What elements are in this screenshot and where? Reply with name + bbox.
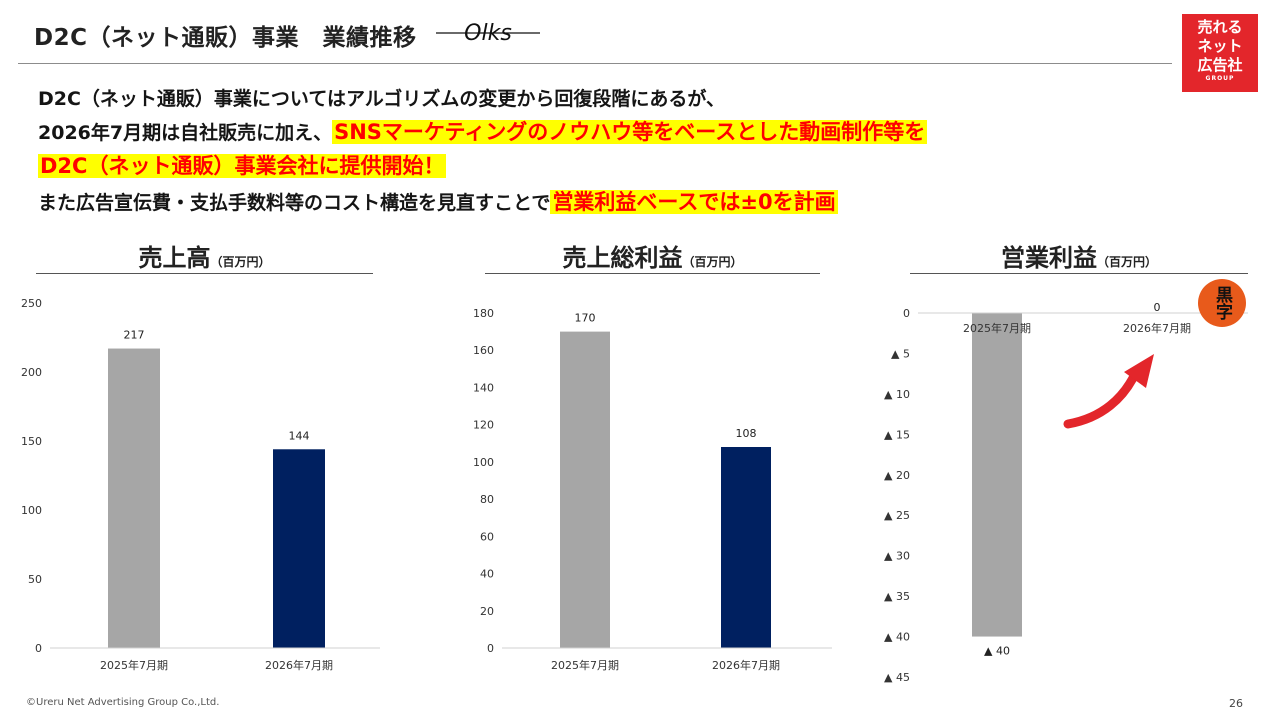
summary-line-1: D2C（ネット通販）事業についてはアルゴリズムの変更から回復段階にあるが、 [38, 88, 726, 110]
brand-badge-line-3: 広告社 [1197, 56, 1243, 74]
y-tick-label: 150 [21, 435, 42, 448]
y-tick-label: ▲ 15 [884, 428, 910, 441]
title-divider [18, 63, 1172, 64]
section-title-gross-profit-unit: （百万円） [682, 255, 743, 269]
y-tick-label: 160 [473, 344, 494, 357]
bar-2025 [560, 331, 610, 648]
y-tick-label: ▲ 40 [884, 631, 910, 644]
section-title-gross-profit-label: 売上総利益 [562, 244, 683, 272]
y-tick-label: ▲ 35 [884, 590, 910, 603]
y-tick-label: 0 [903, 307, 910, 320]
footer-copyright: ©Ureru Net Advertising Group Co.,Ltd. [26, 697, 220, 708]
data-label: ▲ 40 [984, 645, 1010, 658]
y-tick-label: 250 [21, 297, 42, 310]
kuroji-stamp-text: 黒字 [1212, 286, 1232, 320]
data-label: 108 [736, 427, 757, 440]
y-tick-label: 0 [487, 642, 494, 655]
category-label: 2025年7月期 [100, 658, 168, 672]
operating-profit-bar-chart: 0 ▲ 5 ▲ 10 ▲ 15 ▲ 20 ▲ 25 ▲ 30 ▲ 35 ▲ 40 ▲ 45 ▲ 40… [884, 301, 1248, 684]
upward-arrow-icon [1063, 354, 1154, 429]
y-tick-label: 60 [480, 530, 494, 543]
page-title: D2C（ネット通販）事業 業績推移 [34, 25, 417, 51]
kuroji-stamp: 黒字 [1198, 279, 1246, 327]
y-tick-label: ▲ 10 [884, 388, 910, 401]
y-tick-label: 180 [473, 307, 494, 320]
summary-line-2-prefix: 2026年7月期は自社販売に加え、 [38, 122, 333, 144]
y-tick-label: ▲ 25 [884, 509, 910, 522]
summary-line-4: また広告宣伝費・支払手数料等のコスト構造を見直すことで営業利益ベースでは±0を計… [38, 186, 838, 216]
bar-2026 [721, 447, 771, 648]
summary-box: D2C（ネット通販）事業についてはアルゴリズムの変更から回復段階にあるが、 20… [12, 70, 1175, 218]
brand-badge-line-4: GROUP [1205, 75, 1235, 82]
summary-line-2-highlight: SNSマーケティングのノウハウ等をベースとした動画制作等を [332, 120, 928, 144]
y-tick-label: 20 [480, 605, 494, 618]
bar-2025 [108, 348, 160, 648]
section-title-operating-profit: 営業利益（百万円） [910, 238, 1248, 273]
section-title-operating-profit-label: 営業利益 [1000, 244, 1097, 272]
y-tick-label: 100 [473, 456, 494, 469]
data-label: 217 [124, 329, 145, 342]
section-title-sales-unit: （百万円） [210, 255, 271, 269]
sales-bar-chart: 0 50 100 150 200 250 217 2025年7月期 144 2026年7月期 [21, 297, 380, 672]
summary-line-4-prefix: また広告宣伝費・支払手数料等のコスト構造を見直すことで [38, 192, 551, 214]
y-tick-label: 40 [480, 568, 494, 581]
brand-badge-line-2: ネット [1197, 37, 1243, 55]
data-label: 0 [1154, 301, 1161, 314]
y-tick-label: ▲ 30 [884, 550, 910, 563]
y-tick-label: 120 [473, 419, 494, 432]
section-rule-operating-profit [910, 273, 1248, 274]
olks-logo: Olks [436, 21, 540, 46]
y-tick-label: ▲ 45 [884, 671, 910, 684]
section-title-operating-profit-unit: （百万円） [1096, 255, 1157, 269]
y-tick-label: 140 [473, 381, 494, 394]
section-title-sales-label: 売上高 [138, 244, 211, 272]
section-title-gross-profit: 売上総利益（百万円） [485, 238, 820, 273]
y-tick-label: 0 [35, 642, 42, 655]
bar-2026 [273, 449, 325, 648]
category-label: 2025年7月期 [963, 321, 1031, 335]
section-title-sales: 売上高（百万円） [36, 238, 373, 273]
summary-line-3-highlight: D2C（ネット通販）事業会社に提供開始！ [38, 154, 447, 178]
category-label: 2026年7月期 [265, 658, 333, 672]
section-rule-gross-profit [485, 273, 820, 274]
summary-line-4-highlight: 営業利益ベースでは±0を計画 [550, 190, 838, 214]
summary-line-2: 2026年7月期は自社販売に加え、SNSマーケティングのノウハウ等をベースとした… [38, 116, 928, 146]
brand-badge-line-1: 売れる [1197, 18, 1243, 36]
y-tick-label: 100 [21, 504, 42, 517]
data-label: 170 [575, 312, 596, 325]
category-label: 2026年7月期 [712, 658, 780, 672]
summary-line-3: D2C（ネット通販）事業会社に提供開始！ [38, 150, 447, 180]
y-tick-label: 80 [480, 493, 494, 506]
bar-2025 [972, 313, 1022, 637]
y-tick-label: ▲ 20 [884, 469, 910, 482]
svg-text:Olks: Olks [464, 21, 512, 46]
y-tick-label: ▲ 5 [891, 347, 910, 360]
brand-badge-logo: 売れる ネット 広告社 GROUP [1182, 14, 1258, 92]
y-tick-label: 200 [21, 366, 42, 379]
data-label: 144 [289, 429, 310, 442]
section-rule-sales [36, 273, 373, 274]
page-number: 26 [1229, 697, 1243, 710]
y-tick-label: 50 [28, 573, 42, 586]
category-label: 2026年7月期 [1123, 321, 1191, 335]
category-label: 2025年7月期 [551, 658, 619, 672]
gross-profit-bar-chart: 0 20 40 60 80 100 120 140 160 180 170 2025年7月期 108 20… [473, 307, 832, 672]
